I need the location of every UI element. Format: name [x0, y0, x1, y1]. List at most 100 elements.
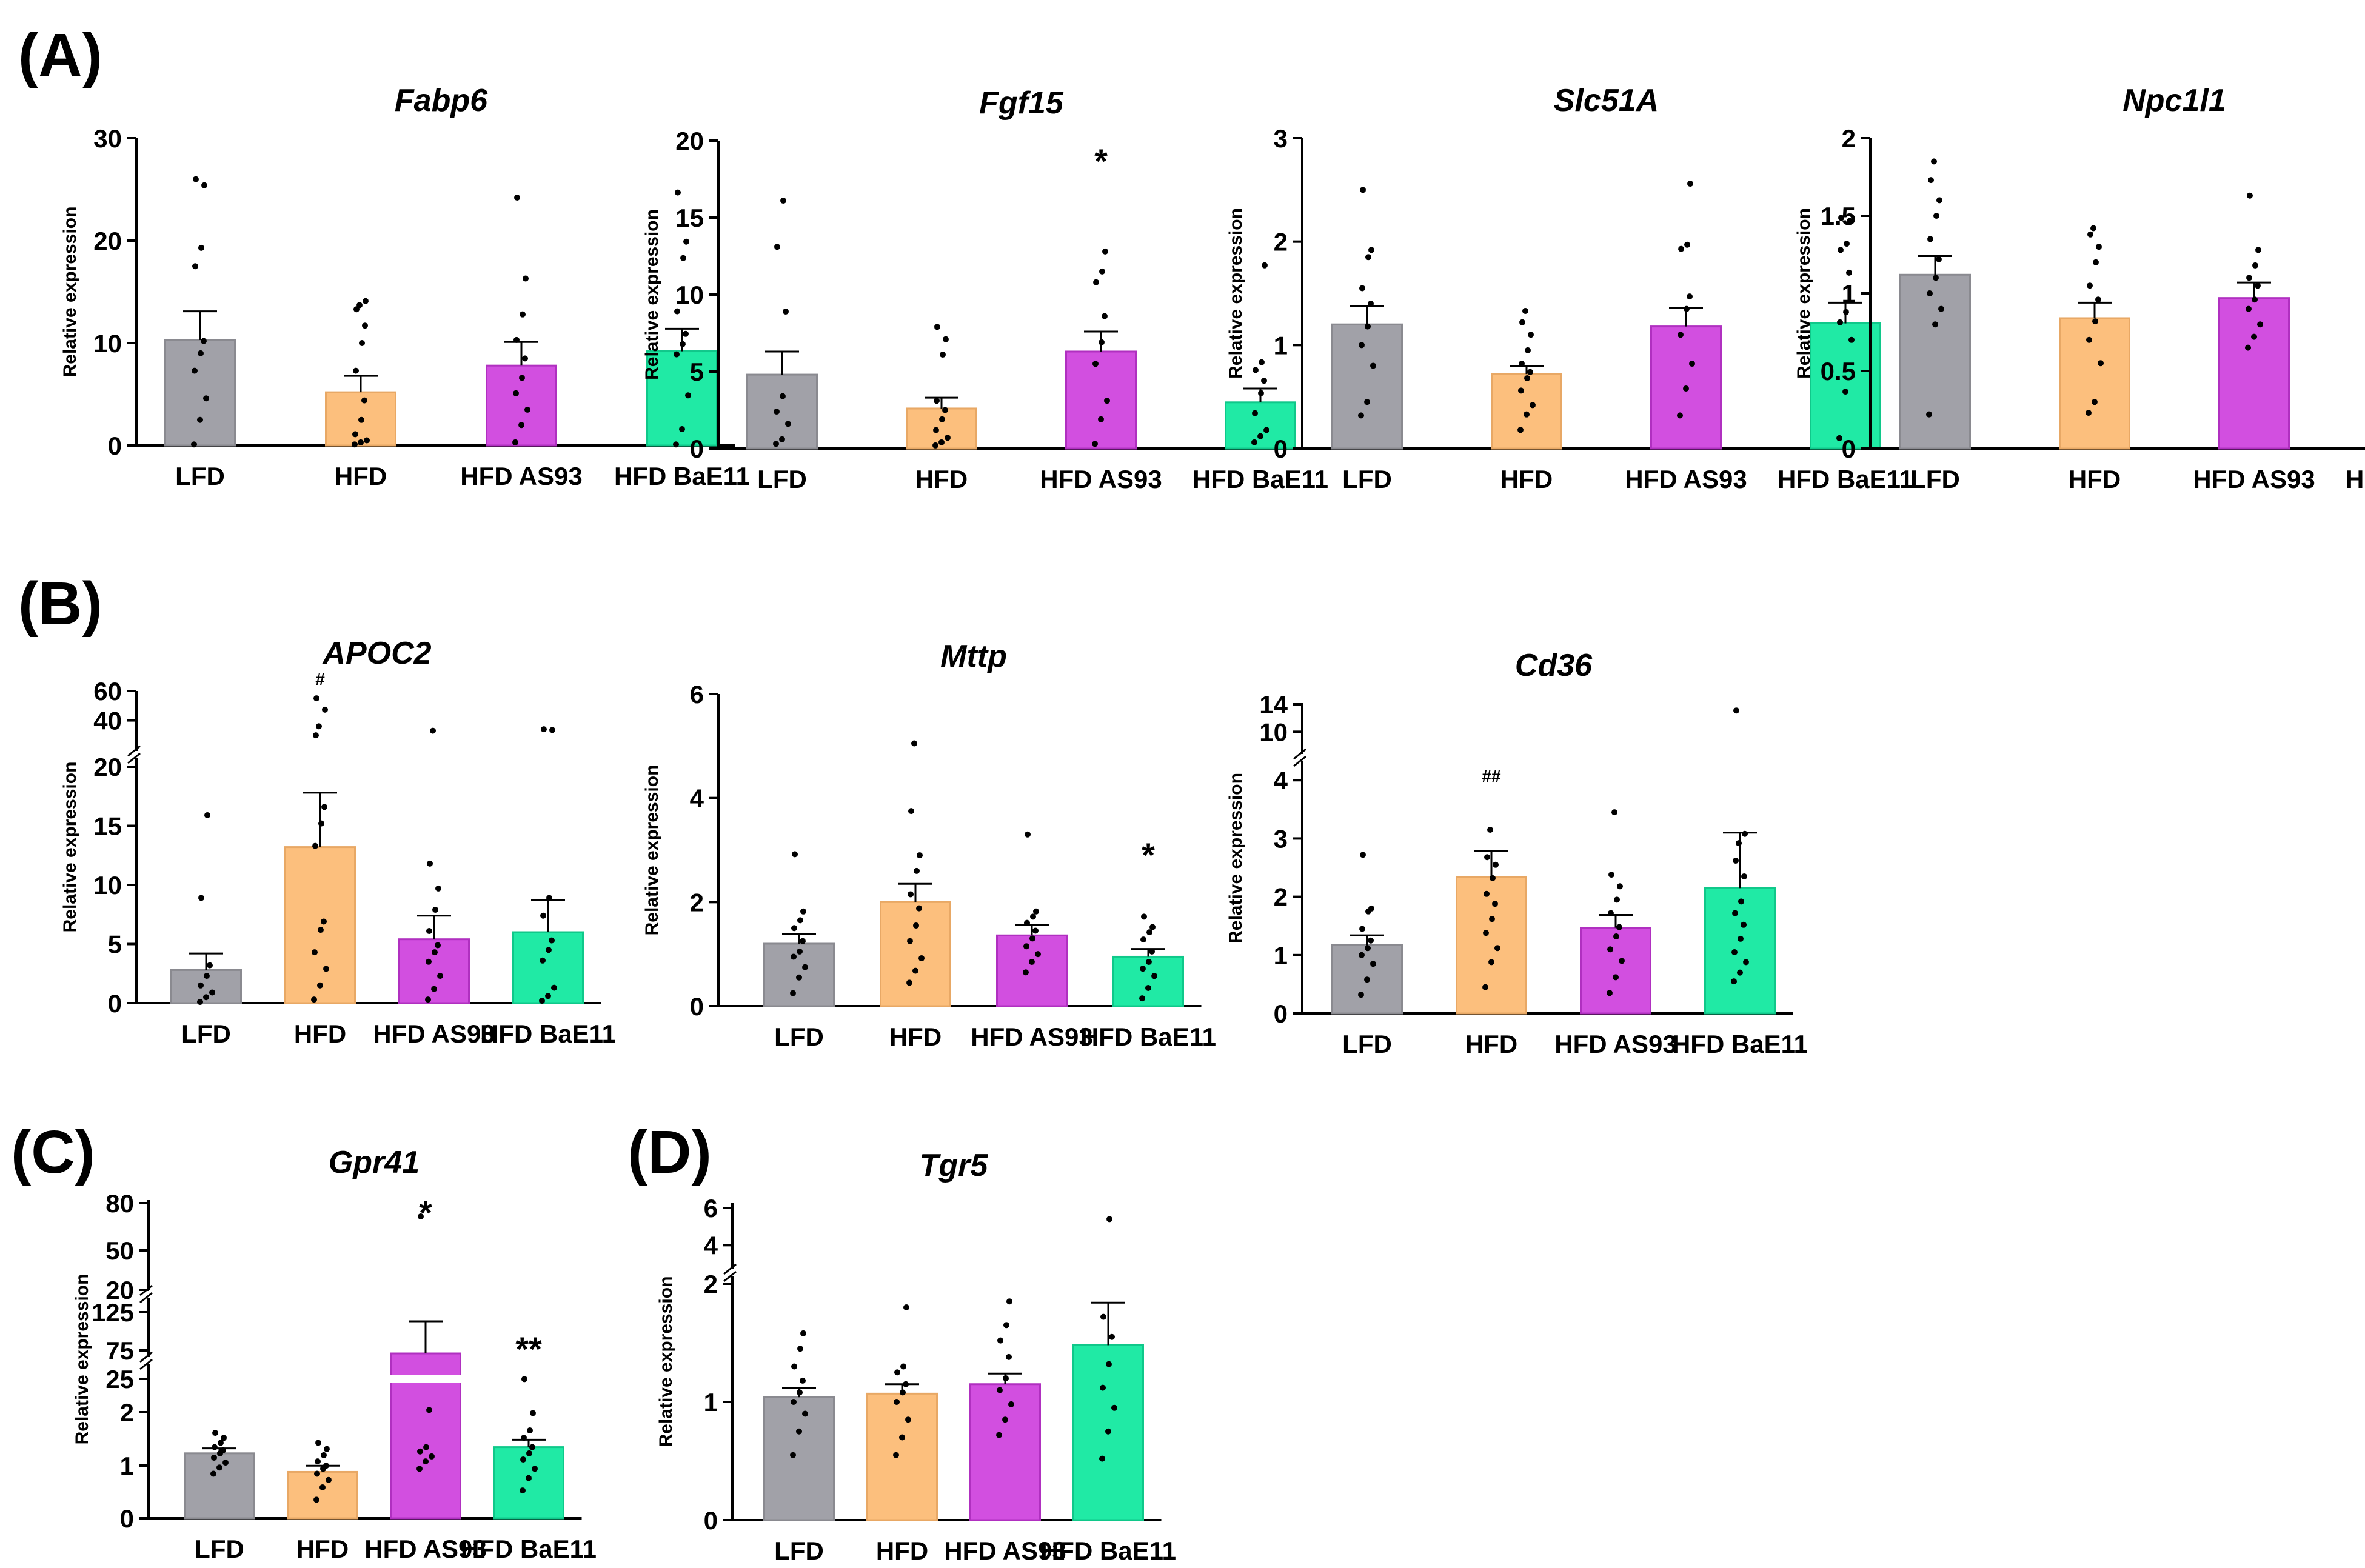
y-tick-label: 0 — [1274, 999, 1288, 1028]
data-point — [1619, 958, 1625, 964]
data-point — [1024, 919, 1030, 926]
category-label: HFD — [296, 1535, 349, 1563]
data-point — [362, 322, 368, 329]
data-point — [1607, 946, 1613, 953]
data-point — [323, 1463, 329, 1469]
data-point — [1098, 416, 1104, 422]
data-point — [1006, 1353, 1012, 1360]
y-tick-label: 10 — [93, 329, 122, 358]
data-point — [1261, 378, 1267, 384]
data-point — [210, 1470, 216, 1477]
data-point — [1359, 926, 1365, 932]
category-label: HFD — [876, 1536, 928, 1565]
data-point — [773, 441, 779, 447]
data-point — [549, 937, 555, 944]
data-point — [204, 973, 210, 979]
data-point — [513, 390, 519, 396]
data-point — [1687, 293, 1693, 300]
y-tick-label: 0 — [120, 1504, 134, 1533]
data-point — [790, 1452, 796, 1458]
data-point — [1365, 254, 1371, 261]
data-point — [356, 302, 363, 309]
data-point — [1617, 883, 1623, 890]
data-point — [913, 922, 919, 929]
data-point — [1848, 336, 1855, 343]
category-label: HFD AS93 — [944, 1536, 1066, 1565]
data-point — [1368, 247, 1374, 253]
y-tick-label: 1 — [704, 1388, 718, 1416]
y-axis-label: Relative expression — [60, 762, 80, 933]
data-point — [518, 422, 524, 429]
bar — [164, 339, 236, 447]
data-point — [313, 695, 319, 702]
data-point — [1678, 245, 1684, 252]
bar — [880, 901, 951, 1007]
data-point — [1519, 361, 1525, 367]
data-point — [894, 1369, 900, 1376]
data-point — [541, 726, 547, 733]
data-point — [427, 860, 433, 867]
data-point — [800, 1330, 806, 1336]
y-tick-label: 15 — [93, 812, 122, 841]
chart-npc1l1: Npc1l1 Relative expression 0 0.5 1 1.5 2 LFD HFD… — [1794, 83, 2365, 493]
data-point — [1262, 262, 1268, 269]
data-point — [358, 416, 364, 423]
data-point — [1517, 427, 1524, 433]
category-label: HFD BaE11 — [1080, 1023, 1216, 1051]
data-point — [1493, 861, 1499, 868]
data-point — [914, 867, 920, 874]
category-label: HFD BaE11 — [614, 462, 750, 490]
chart-fabp6: Fabp6 Relative expression 0 10 20 30 LFD HFD HFD… — [60, 83, 750, 490]
significance-marker: ## — [1482, 767, 1501, 786]
data-point — [1484, 854, 1490, 861]
data-point — [1528, 332, 1534, 338]
data-point — [546, 947, 552, 953]
data-point — [1003, 1322, 1009, 1329]
data-point — [1003, 1375, 1009, 1381]
data-point — [437, 973, 443, 979]
data-point — [1106, 1361, 1112, 1367]
data-point — [201, 338, 207, 344]
data-point — [908, 891, 914, 898]
data-point — [2086, 410, 2092, 416]
data-point — [201, 182, 207, 188]
data-point — [432, 906, 438, 913]
data-point — [1100, 1384, 1106, 1391]
data-point — [1607, 990, 1613, 996]
category-label: HFD AS93 — [1040, 465, 1162, 493]
panel-label-d: (D) — [627, 1118, 712, 1186]
data-point — [1936, 256, 1942, 262]
bar — [1225, 401, 1296, 450]
data-point — [426, 1407, 432, 1413]
data-point — [1842, 389, 1848, 395]
data-point — [1258, 390, 1264, 396]
data-point — [912, 967, 918, 974]
category-label: LFD — [1342, 465, 1392, 493]
category-label: HFD AS93 — [1625, 465, 1747, 493]
data-point — [2251, 333, 2257, 340]
data-point — [940, 352, 946, 358]
data-point — [1687, 181, 1693, 187]
data-point — [540, 957, 546, 964]
data-point — [530, 1410, 536, 1416]
data-point — [1524, 411, 1530, 418]
category-label: LFD — [774, 1023, 824, 1051]
data-point — [1002, 1416, 1008, 1423]
bar — [969, 1383, 1041, 1521]
data-point — [520, 311, 526, 318]
chart-mttp: Mttp Relative expression 0 2 4 6 LFD HFD HFD AS9… — [642, 639, 1216, 1051]
data-point — [2095, 296, 2101, 303]
data-point — [432, 949, 438, 956]
data-point — [783, 308, 789, 315]
y-tick-label: 2 — [704, 1270, 718, 1298]
data-point — [218, 1440, 224, 1446]
category-label: HFD AS93 — [1554, 1030, 1677, 1058]
data-point — [193, 176, 199, 182]
data-point — [1033, 908, 1039, 915]
data-point — [311, 996, 317, 1003]
data-point — [540, 912, 546, 919]
data-point — [1359, 285, 1365, 292]
data-point — [1684, 305, 1690, 312]
data-point — [791, 953, 797, 960]
